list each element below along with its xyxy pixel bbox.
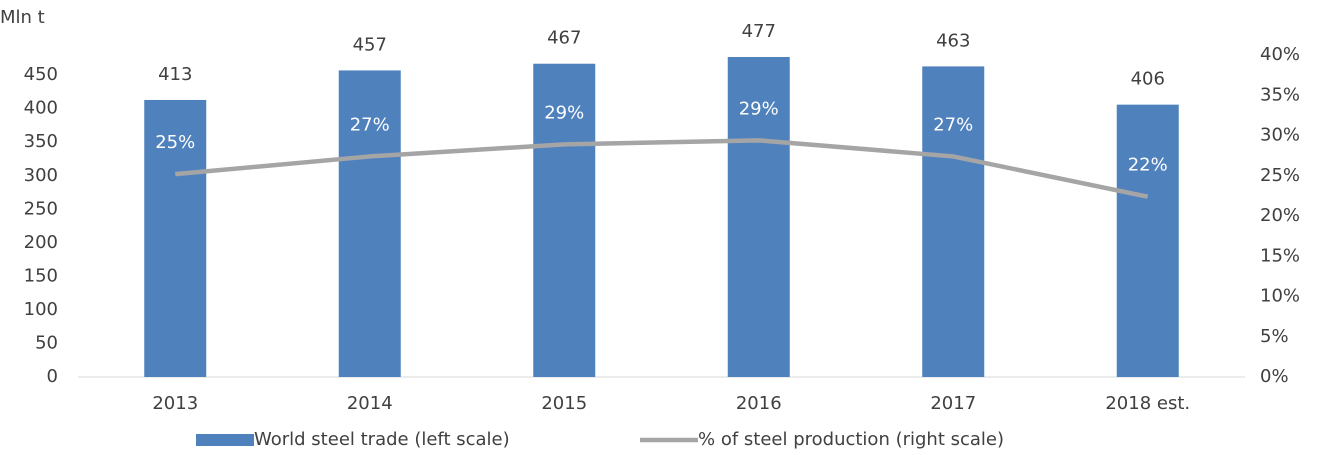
y-tick-label: 50 bbox=[35, 332, 58, 353]
line-value-label: 29% bbox=[739, 98, 779, 119]
bar bbox=[533, 63, 596, 378]
legend-label: % of steel production (right scale) bbox=[698, 429, 1004, 450]
x-tick-label: 2015 bbox=[541, 393, 587, 414]
y2-tick-label: 10% bbox=[1260, 286, 1300, 307]
y-tick-label: 200 bbox=[24, 232, 58, 253]
legend-label: World steel trade (left scale) bbox=[254, 429, 510, 450]
y-tick-label: 250 bbox=[24, 198, 58, 219]
y2-tick-label: 5% bbox=[1260, 326, 1289, 347]
y-tick-label: 0 bbox=[47, 366, 58, 387]
y2-tick-label: 30% bbox=[1260, 125, 1300, 146]
bar bbox=[922, 66, 985, 377]
x-tick-label: 2013 bbox=[152, 393, 198, 414]
y2-tick-label: 15% bbox=[1260, 245, 1300, 266]
bar-value-label: 467 bbox=[547, 28, 581, 49]
y-tick-label: 100 bbox=[24, 299, 58, 320]
line-value-label: 25% bbox=[155, 132, 195, 153]
y2-tick-label: 25% bbox=[1260, 165, 1300, 186]
line-value-label: 29% bbox=[544, 102, 584, 123]
bar-value-label: 406 bbox=[1131, 69, 1165, 90]
y-axis-label: Mln t bbox=[0, 7, 45, 28]
line bbox=[175, 138, 1149, 199]
y2-tick-label: 20% bbox=[1260, 205, 1300, 226]
bar-value-label: 463 bbox=[936, 30, 970, 51]
x-tick-label: 2016 bbox=[736, 393, 782, 414]
x-tick-label: 2014 bbox=[347, 393, 393, 414]
y2-tick-label: 0% bbox=[1260, 366, 1289, 387]
legend-swatch bbox=[196, 434, 254, 446]
y2-tick-label: 35% bbox=[1260, 84, 1300, 105]
bar-value-label: 413 bbox=[158, 64, 192, 85]
y-tick-label: 350 bbox=[24, 131, 58, 152]
line-value-label: 27% bbox=[933, 114, 973, 135]
line-value-label: 27% bbox=[350, 114, 390, 135]
bar-value-label: 457 bbox=[353, 34, 387, 55]
y-tick-label: 400 bbox=[24, 98, 58, 119]
bar-value-label: 477 bbox=[742, 21, 776, 42]
y-tick-label: 300 bbox=[24, 165, 58, 186]
y-tick-label: 150 bbox=[24, 265, 58, 286]
bar bbox=[338, 70, 401, 377]
bar bbox=[144, 99, 207, 377]
x-tick-label: 2017 bbox=[930, 393, 976, 414]
line-value-label: 22% bbox=[1128, 155, 1168, 176]
bar bbox=[727, 57, 790, 377]
y2-tick-label: 40% bbox=[1260, 44, 1300, 65]
x-tick-label: 2018 est. bbox=[1105, 393, 1190, 414]
bar bbox=[1116, 104, 1179, 378]
y-tick-label: 450 bbox=[24, 64, 58, 85]
